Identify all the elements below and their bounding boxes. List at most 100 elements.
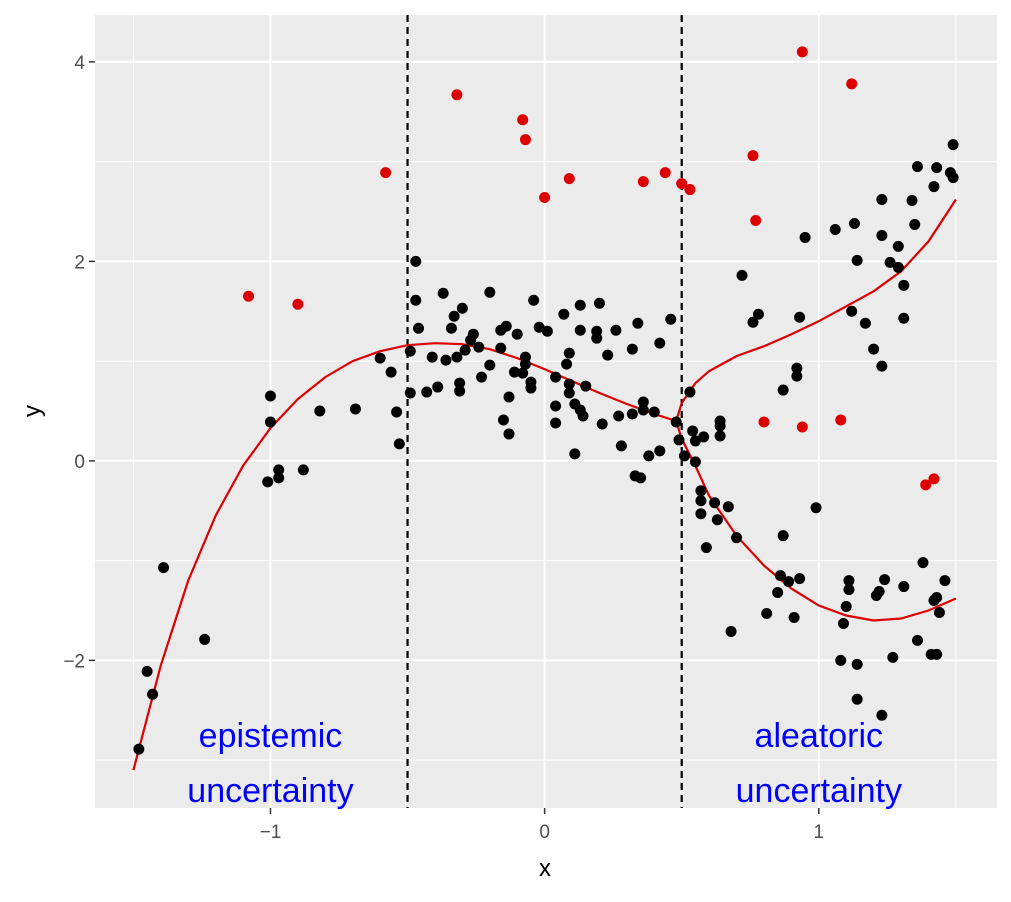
data-point: [848, 217, 860, 229]
data-point: [783, 576, 795, 588]
data-point: [873, 586, 885, 598]
data-point: [665, 313, 677, 325]
axes: −1 0 1 −2 0 2 4: [63, 53, 824, 843]
data-point: [791, 370, 803, 382]
data-point: [563, 378, 575, 390]
data-point: [454, 385, 466, 397]
data-point: [519, 351, 531, 363]
data-point: [670, 416, 682, 428]
data-point: [791, 362, 803, 374]
data-point: [393, 438, 405, 450]
data-point: [859, 317, 871, 329]
data-point: [898, 581, 910, 593]
data-point: [851, 658, 863, 670]
data-point: [774, 570, 786, 582]
data-point: [297, 464, 309, 476]
outlier-point: [243, 290, 255, 302]
data-point: [695, 495, 707, 507]
data-point: [654, 445, 666, 457]
data-point: [876, 194, 888, 206]
data-point: [931, 648, 943, 660]
data-point: [725, 625, 737, 637]
data-point: [840, 601, 852, 613]
data-point: [593, 297, 605, 309]
data-point: [843, 575, 855, 587]
data-point: [262, 476, 274, 488]
annotation-label: uncertainty: [736, 772, 902, 810]
data-point: [569, 448, 581, 460]
x-tick-label: 0: [539, 822, 550, 843]
data-point: [794, 573, 806, 585]
data-point: [484, 359, 496, 371]
data-point: [391, 406, 403, 418]
data-point: [448, 310, 460, 322]
data-point: [141, 665, 153, 677]
y-tick-label: 2: [74, 252, 85, 273]
data-point: [911, 161, 923, 173]
data-point: [563, 387, 575, 399]
data-point: [437, 287, 449, 299]
data-point: [349, 403, 361, 415]
data-point: [931, 162, 943, 174]
data-point: [837, 617, 849, 629]
data-point: [884, 256, 896, 268]
outlier-point: [928, 473, 940, 485]
data-point: [648, 406, 660, 418]
data-point: [868, 343, 880, 355]
data-point: [909, 218, 921, 230]
data-point: [495, 342, 507, 354]
outlier-point: [684, 184, 696, 196]
data-point: [898, 312, 910, 324]
data-point: [678, 450, 690, 462]
data-point: [752, 308, 764, 320]
data-point: [626, 343, 638, 355]
outlier-point: [676, 178, 688, 190]
outlier-point: [539, 192, 551, 204]
data-point: [498, 414, 510, 426]
data-point: [264, 390, 276, 402]
data-point: [264, 416, 276, 428]
data-point: [147, 688, 159, 700]
data-point: [931, 592, 943, 604]
data-point: [700, 542, 712, 554]
data-point: [503, 428, 515, 440]
outlier-point: [380, 167, 392, 179]
data-point: [695, 508, 707, 520]
data-point: [561, 358, 573, 370]
annotations: epistemic uncertainty aleatoric uncertainty: [187, 717, 902, 810]
data-point: [525, 382, 537, 394]
data-points: [133, 46, 959, 755]
data-point: [851, 693, 863, 705]
data-point: [473, 341, 485, 353]
outlier-point: [747, 150, 759, 162]
data-point: [133, 743, 145, 755]
data-point: [440, 354, 452, 366]
data-point: [722, 501, 734, 513]
data-point: [273, 464, 285, 476]
data-point: [528, 294, 540, 306]
x-tick-label: −1: [260, 822, 282, 843]
data-point: [892, 261, 904, 273]
outlier-point: [563, 173, 575, 185]
annotation-label: aleatoric: [755, 717, 884, 755]
data-point: [939, 575, 951, 587]
data-point: [508, 366, 520, 378]
data-point: [687, 425, 699, 437]
data-point: [602, 349, 614, 361]
outlier-point: [517, 114, 529, 126]
outlier-point: [758, 416, 770, 428]
y-tick-label: 0: [74, 452, 85, 473]
data-point: [445, 322, 457, 334]
data-point: [794, 311, 806, 323]
y-tick-label: −2: [63, 651, 85, 672]
data-point: [643, 450, 655, 462]
data-point: [454, 377, 466, 389]
data-point: [684, 386, 696, 398]
data-point: [410, 255, 422, 267]
data-point: [843, 584, 855, 596]
data-point: [615, 440, 627, 452]
outlier-point: [796, 46, 808, 58]
data-point: [761, 607, 773, 619]
data-point: [777, 530, 789, 542]
